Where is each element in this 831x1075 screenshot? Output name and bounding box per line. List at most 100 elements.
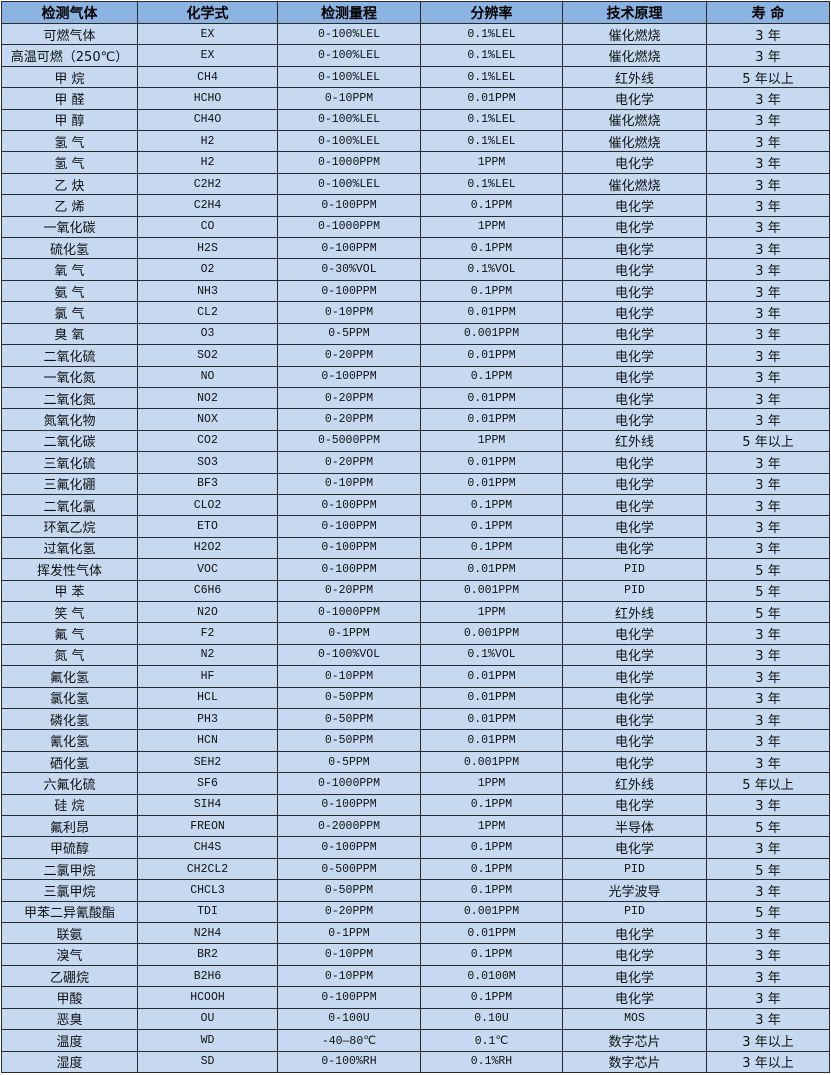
cell-lifespan: 3 年 <box>707 195 830 217</box>
cell-formula: SO2 <box>138 345 278 367</box>
cell-principle: 电化学 <box>563 687 707 709</box>
cell-principle: 电化学 <box>563 88 707 110</box>
cell-lifespan: 3 年 <box>707 880 830 902</box>
cell-gas: 甲苯二异氰酸酯 <box>2 901 138 924</box>
cell-formula: SO3 <box>138 452 278 474</box>
cell-resolution: 0.1%LEL <box>421 131 563 153</box>
cell-lifespan: 3 年 <box>707 516 830 538</box>
cell-formula: BR2 <box>138 944 278 966</box>
cell-principle: 电化学 <box>563 323 707 346</box>
cell-lifespan: 3 年 <box>707 345 830 367</box>
cell-lifespan: 3 年 <box>707 88 830 110</box>
cell-gas: 甲硫醇 <box>2 837 138 859</box>
cell-gas: 硒化氢 <box>2 751 138 774</box>
cell-resolution: 0.01PPM <box>421 559 563 581</box>
cell-lifespan: 3 年 <box>707 494 830 517</box>
cell-formula: CLO2 <box>138 494 278 517</box>
cell-formula: H2 <box>138 131 278 153</box>
cell-lifespan: 3 年 <box>707 623 830 645</box>
cell-lifespan: 3 年 <box>707 409 830 431</box>
cell-resolution: 0.001PPM <box>421 751 563 774</box>
cell-lifespan: 3 年 <box>707 473 830 495</box>
cell-lifespan: 5 年以上 <box>707 773 830 795</box>
cell-resolution: 0.1PPM <box>421 537 563 560</box>
cell-formula: CL2 <box>138 302 278 324</box>
cell-range: 0-100PPM <box>278 195 421 217</box>
cell-lifespan: 5 年 <box>707 601 830 624</box>
cell-principle: 红外线 <box>563 66 707 89</box>
cell-principle: PID <box>563 580 707 602</box>
cell-range: 0-100%RH <box>278 1051 421 1073</box>
cell-resolution: 1PPM <box>421 816 563 838</box>
cell-principle: 催化燃烧 <box>563 173 707 196</box>
cell-formula: NH3 <box>138 280 278 303</box>
cell-resolution: 1PPM <box>421 216 563 239</box>
cell-lifespan: 3 年以上 <box>707 1030 830 1052</box>
cell-lifespan: 3 年 <box>707 709 830 731</box>
cell-principle: 电化学 <box>563 494 707 517</box>
cell-gas: 磷化氢 <box>2 709 138 731</box>
cell-lifespan: 3 年 <box>707 109 830 132</box>
cell-resolution: 0.001PPM <box>421 623 563 645</box>
cell-gas: 一氧化碳 <box>2 216 138 239</box>
cell-lifespan: 5 年 <box>707 559 830 581</box>
cell-resolution: 0.1PPM <box>421 987 563 1009</box>
cell-resolution: 0.1PPM <box>421 280 563 303</box>
cell-range: 0-100PPM <box>278 280 421 303</box>
cell-gas: 氟利昂 <box>2 816 138 838</box>
header-principle: 技术原理 <box>563 2 707 24</box>
cell-formula: O2 <box>138 259 278 281</box>
cell-principle: 红外线 <box>563 773 707 795</box>
cell-lifespan: 3 年 <box>707 387 830 410</box>
cell-range: 0-20PPM <box>278 580 421 602</box>
cell-range: -40—80℃ <box>278 1030 421 1052</box>
cell-range: 0-100PPM <box>278 987 421 1009</box>
cell-range: 0-10PPM <box>278 302 421 324</box>
cell-principle: 数字芯片 <box>563 1030 707 1052</box>
cell-range: 0-100PPM <box>278 794 421 817</box>
cell-range: 0-1000PPM <box>278 601 421 624</box>
cell-range: 0-500PPM <box>278 858 421 881</box>
cell-resolution: 0.10U <box>421 1008 563 1031</box>
cell-principle: PID <box>563 858 707 881</box>
cell-resolution: 0.1%VOL <box>421 259 563 281</box>
cell-lifespan: 5 年 <box>707 901 830 924</box>
cell-principle: 半导体 <box>563 816 707 838</box>
cell-gas: 一氧化氮 <box>2 366 138 388</box>
cell-range: 0-100PPM <box>278 238 421 260</box>
cell-range: 0-5PPM <box>278 751 421 774</box>
cell-principle: 电化学 <box>563 730 707 752</box>
cell-formula: NO2 <box>138 387 278 410</box>
cell-lifespan: 5 年 <box>707 858 830 881</box>
cell-range: 0-1000PPM <box>278 773 421 795</box>
cell-formula: H2 <box>138 152 278 174</box>
cell-range: 0-100%LEL <box>278 24 421 46</box>
cell-gas: 氟化氢 <box>2 666 138 688</box>
cell-gas: 三氧化硫 <box>2 452 138 474</box>
cell-gas: 乙 炔 <box>2 173 138 196</box>
cell-principle: PID <box>563 901 707 924</box>
cell-resolution: 0.001PPM <box>421 323 563 346</box>
cell-formula: N2 <box>138 644 278 667</box>
cell-principle: 电化学 <box>563 623 707 645</box>
cell-lifespan: 3 年 <box>707 751 830 774</box>
cell-range: 0-1PPM <box>278 923 421 945</box>
cell-formula: HF <box>138 666 278 688</box>
cell-gas: 可燃气体 <box>2 24 138 46</box>
cell-formula: CH2CL2 <box>138 858 278 881</box>
cell-resolution: 0.0100M <box>421 965 563 988</box>
cell-formula: SF6 <box>138 773 278 795</box>
cell-formula: VOC <box>138 559 278 581</box>
cell-range: 0-100%LEL <box>278 173 421 196</box>
cell-formula: C6H6 <box>138 580 278 602</box>
cell-lifespan: 3 年 <box>707 238 830 260</box>
cell-lifespan: 3 年 <box>707 302 830 324</box>
cell-formula: HCL <box>138 687 278 709</box>
cell-resolution: 0.01PPM <box>421 452 563 474</box>
cell-resolution: 0.01PPM <box>421 387 563 410</box>
cell-resolution: 0.1PPM <box>421 837 563 859</box>
cell-resolution: 0.01PPM <box>421 687 563 709</box>
cell-resolution: 0.1%LEL <box>421 109 563 132</box>
cell-gas: 二氧化氮 <box>2 387 138 410</box>
cell-resolution: 0.1PPM <box>421 794 563 817</box>
